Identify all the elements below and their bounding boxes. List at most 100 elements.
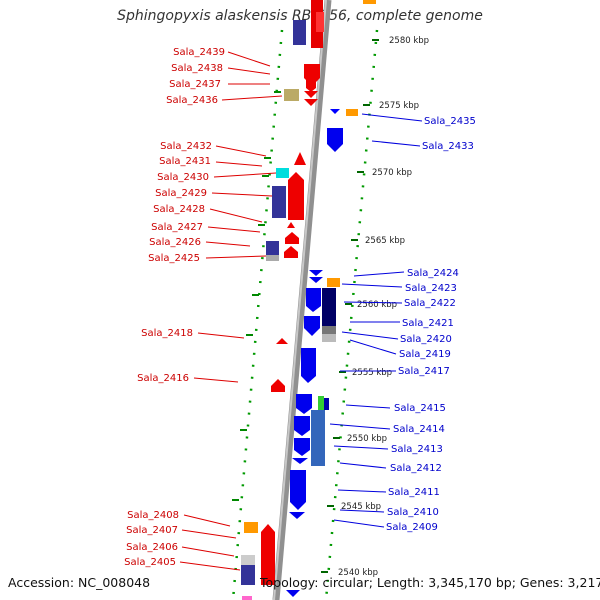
gene-label: Sala_2418 bbox=[141, 328, 193, 339]
gene-arrow bbox=[289, 512, 305, 519]
gene-label: Sala_2423 bbox=[405, 283, 457, 294]
gene-label: Sala_2438 bbox=[171, 63, 223, 74]
gene-label: Sala_2416 bbox=[137, 373, 189, 384]
gene-arrow bbox=[288, 172, 304, 188]
forward-genes bbox=[261, 0, 324, 585]
gene-block bbox=[288, 188, 304, 220]
gene-label: Sala_2419 bbox=[399, 349, 451, 360]
gene-arrow bbox=[309, 270, 323, 276]
gene-arrow bbox=[304, 328, 320, 336]
gene-arrow bbox=[286, 590, 300, 597]
gene-label: Sala_2415 bbox=[394, 403, 446, 414]
map-title: Sphingopyxis alaskensis RB2256, complete… bbox=[117, 8, 483, 24]
gene-label: Sala_2408 bbox=[127, 510, 179, 521]
scale-label: 2580 kbp bbox=[389, 36, 429, 46]
gene-label: Sala_2421 bbox=[402, 318, 454, 329]
scale-label: 2575 kbp bbox=[379, 101, 419, 111]
gene-arrow bbox=[327, 128, 343, 152]
gene-block bbox=[363, 0, 376, 4]
gene-arrow bbox=[287, 222, 295, 228]
other-genes bbox=[242, 0, 376, 600]
gene-label: Sala_2411 bbox=[388, 487, 440, 498]
gene-arrow bbox=[304, 91, 318, 98]
gene-label: Sala_2406 bbox=[126, 542, 178, 553]
gene-block bbox=[293, 20, 306, 45]
gene-block bbox=[290, 470, 306, 502]
gene-block bbox=[296, 394, 312, 408]
gene-arrow bbox=[306, 306, 321, 312]
gene-arrow bbox=[285, 232, 299, 244]
left-feature-ticks bbox=[232, 91, 281, 501]
scale-label: 2560 kbp bbox=[357, 300, 397, 310]
gene-block bbox=[322, 326, 336, 334]
gene-arrow bbox=[292, 458, 308, 464]
gene-label: Sala_2414 bbox=[393, 424, 445, 435]
gene-block bbox=[241, 565, 255, 585]
gene-label: Sala_2436 bbox=[166, 95, 218, 106]
gene-block bbox=[306, 288, 321, 306]
reverse-genes bbox=[241, 20, 343, 597]
gene-block bbox=[311, 410, 325, 466]
gene-block bbox=[266, 255, 279, 261]
gene-label: Sala_2422 bbox=[404, 298, 456, 309]
gene-arrow bbox=[304, 99, 318, 106]
accession-label: Accession: NC_008048 bbox=[8, 575, 151, 590]
gene-label: Sala_2439 bbox=[173, 47, 225, 58]
gene-block bbox=[276, 168, 289, 178]
topology-label: Topology: circular; Length: 3,345,170 bp… bbox=[260, 575, 600, 590]
right-labels bbox=[329, 113, 423, 528]
gene-arrow bbox=[284, 246, 298, 258]
genome-backbone bbox=[272, 0, 332, 600]
gene-label: Sala_2417 bbox=[398, 366, 450, 377]
gene-block bbox=[241, 555, 255, 565]
scale-label: 2570 kbp bbox=[372, 168, 412, 178]
scale-label: 2565 kbp bbox=[365, 236, 405, 246]
gene-arrow bbox=[330, 109, 340, 114]
gene-arrow bbox=[306, 80, 316, 92]
gene-block bbox=[316, 12, 324, 32]
gene-arrow bbox=[271, 379, 285, 392]
gene-label: Sala_2405 bbox=[124, 557, 176, 568]
gene-label: Sala_2426 bbox=[149, 237, 201, 248]
gene-arrow bbox=[294, 416, 310, 436]
gene-label: Sala_2437 bbox=[169, 79, 221, 90]
scale-label: 2545 kbp bbox=[341, 502, 381, 512]
gene-block bbox=[322, 334, 336, 342]
gene-arrow bbox=[301, 376, 316, 383]
gene-block bbox=[327, 278, 340, 287]
scale-label: 2550 kbp bbox=[347, 434, 387, 444]
gene-block bbox=[318, 396, 324, 410]
gene-label: Sala_2424 bbox=[407, 268, 459, 279]
gene-arrow bbox=[261, 524, 275, 550]
gene-label: Sala_2433 bbox=[422, 141, 474, 152]
scale-label: 2540 kbp bbox=[338, 568, 378, 578]
gene-arrow bbox=[296, 408, 312, 414]
gene-block bbox=[244, 522, 258, 533]
gene-label: Sala_2435 bbox=[424, 116, 476, 127]
gene-block bbox=[284, 89, 299, 101]
gene-block bbox=[242, 596, 252, 600]
gene-arrow bbox=[276, 338, 288, 344]
scale-ticks bbox=[321, 39, 379, 573]
gene-arrow bbox=[294, 152, 306, 165]
gene-label: Sala_2413 bbox=[391, 444, 443, 455]
gene-block bbox=[324, 398, 329, 410]
gene-label: Sala_2431 bbox=[159, 156, 211, 167]
gene-label: Sala_2429 bbox=[155, 188, 207, 199]
gene-label: Sala_2428 bbox=[153, 204, 205, 215]
gene-label: Sala_2427 bbox=[151, 222, 203, 233]
gene-label: Sala_2425 bbox=[148, 253, 200, 264]
gene-label: Sala_2430 bbox=[157, 172, 209, 183]
genome-backbone-shadow bbox=[273, 0, 327, 600]
scale-label: 2555 kbp bbox=[352, 368, 392, 378]
gene-block bbox=[261, 550, 275, 585]
gene-label: Sala_2409 bbox=[386, 522, 438, 533]
gene-block bbox=[346, 109, 358, 116]
gene-block bbox=[272, 186, 286, 218]
gene-block bbox=[322, 288, 336, 326]
gene-label: Sala_2432 bbox=[160, 141, 212, 152]
gene-block bbox=[301, 348, 316, 376]
gene-label: Sala_2410 bbox=[387, 507, 439, 518]
gene-arrow bbox=[294, 438, 310, 456]
